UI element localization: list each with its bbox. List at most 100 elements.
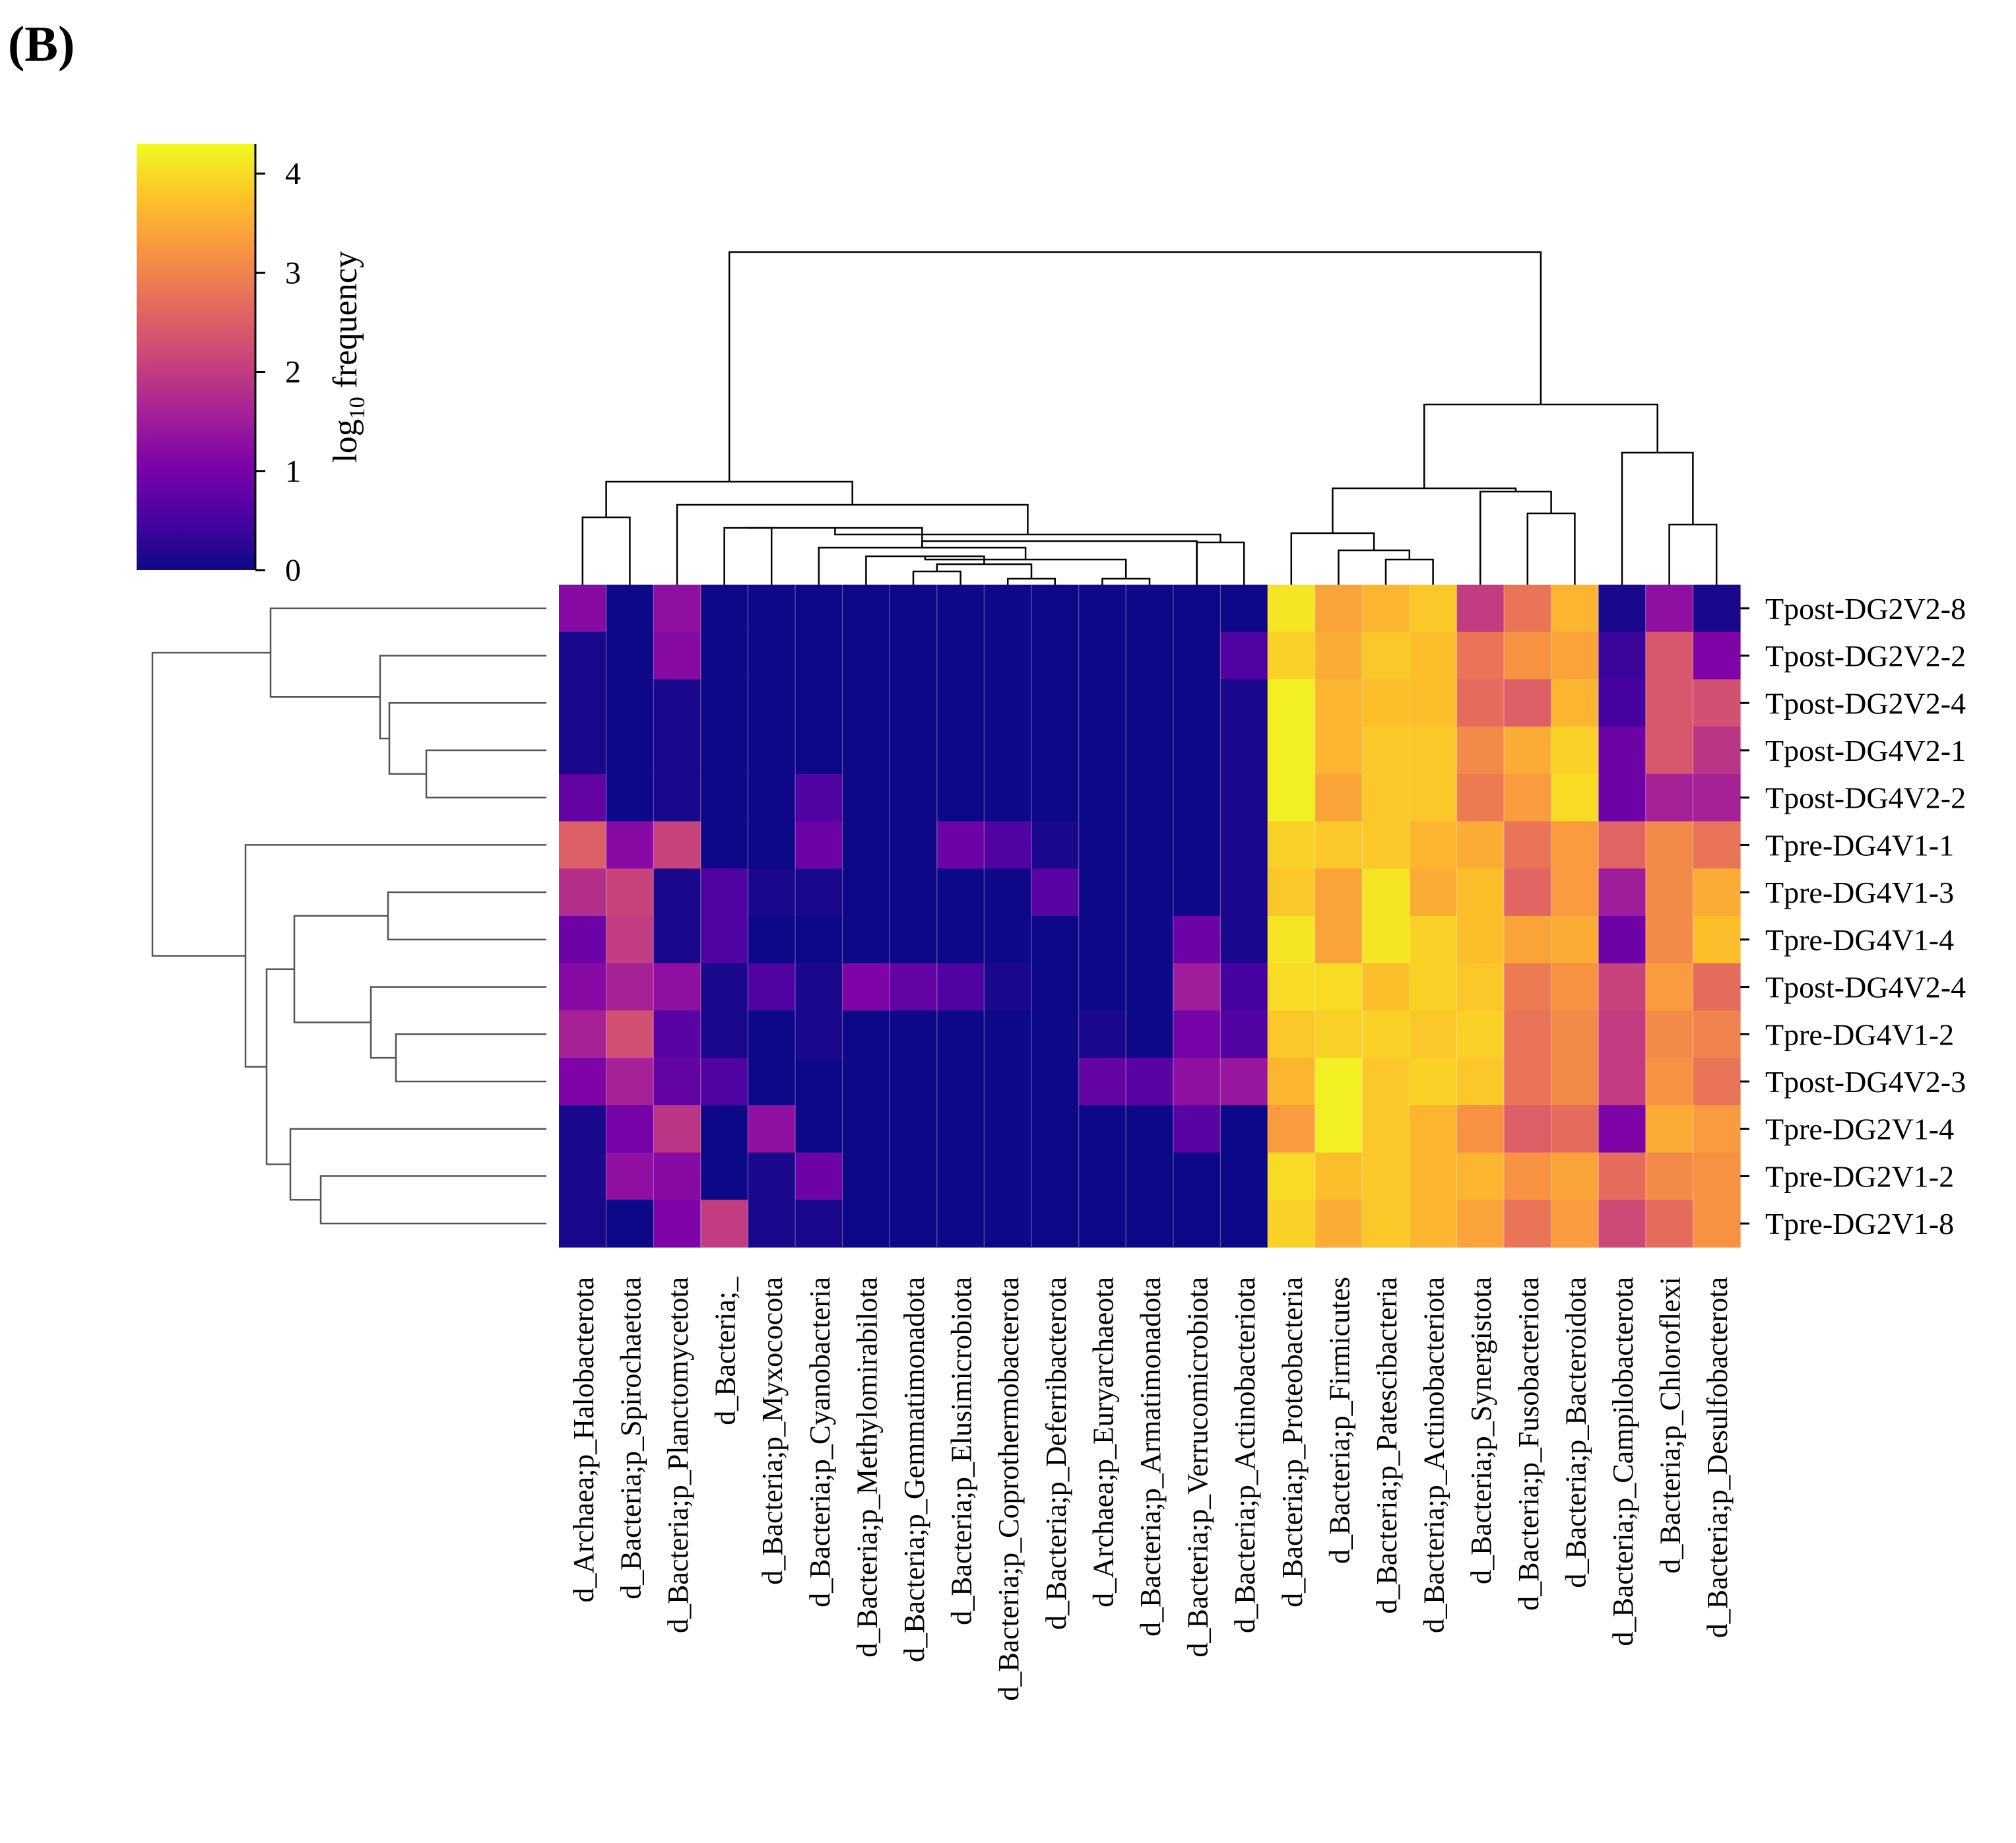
heatmap-cell [984,1152,1032,1200]
dendrogram-link [289,1128,546,1201]
heatmap-cell [700,585,748,633]
heatmap-cell [748,1105,796,1153]
colorbar-label-main: log [327,419,364,463]
heatmap-cell [1504,821,1552,869]
dendrogram-link [912,570,961,585]
heatmap-cell [653,1105,701,1153]
heatmap-cell [936,727,985,775]
heatmap-cell [795,585,843,633]
heatmap-cell [1220,1152,1268,1200]
heatmap-cell [1645,1105,1693,1153]
column-dendrogram [581,251,1718,585]
heatmap-cell [795,631,843,680]
colorbar-tick-label-3: 3 [285,255,301,290]
dendrogram-link [370,986,546,1059]
dendrogram-link [387,891,546,941]
colorbar-scale [137,144,255,570]
heatmap-cell [984,821,1032,869]
heatmap-cell [559,1010,607,1058]
heatmap-cell [936,585,985,633]
heatmap-cell [936,963,985,1012]
heatmap-cell [795,821,843,869]
heatmap-cell [653,585,701,633]
heatmap-cell [1315,679,1363,727]
colorbar-tick-label-1: 1 [285,454,301,489]
heatmap-cell [1268,916,1316,964]
heatmap-cell [1456,1058,1505,1106]
row-label: Tpre-DG4V1-2 [1765,1018,1954,1051]
row-label: Tpre-DG2V1-2 [1765,1159,1954,1193]
heatmap-cell [1456,963,1505,1012]
heatmap-cell [1268,773,1316,822]
heatmap-cell [700,773,748,822]
heatmap-cell [1078,773,1126,822]
column-label: d_Bacteria;p_Spirochaetota [614,1277,647,1600]
row-label: Tpost-DG2V2-2 [1765,639,1966,673]
heatmap-cell [936,821,985,869]
dendrogram-link [293,915,388,1023]
heatmap-cell [1078,631,1126,680]
heatmap-cell [842,585,890,633]
heatmap-cell [842,679,890,727]
dendrogram-link [1526,512,1576,585]
heatmap-cell [1078,868,1126,917]
heatmap-cell [842,868,890,917]
heatmap-cell [606,1200,654,1248]
heatmap-cell [1031,1152,1080,1200]
heatmap-cell [890,1200,938,1248]
heatmap-cell [1078,1058,1126,1106]
heatmap-cell [1126,1010,1174,1058]
heatmap-cell [1504,631,1552,680]
heatmap-cell [1031,631,1080,680]
heatmap-cell [653,868,701,917]
heatmap-cell [748,1152,796,1200]
heatmap-cell [1220,679,1268,727]
dendrogram-link [748,527,923,548]
heatmap-cell [842,1200,890,1248]
heatmap-cell [748,1010,796,1058]
colorbar-label: log10 frequency [327,251,370,463]
heatmap-cell [1693,1105,1741,1153]
heatmap-cell [1598,727,1646,775]
heatmap-cell [1220,727,1268,775]
heatmap-cell [1504,1058,1552,1106]
heatmap-cell [842,1010,890,1058]
column-label: d_Bacteria;p_Bacteroidota [1559,1277,1592,1588]
heatmap-cell [1693,585,1741,633]
heatmap-cell [606,679,654,727]
heatmap-cell [1456,1010,1505,1058]
heatmap-cell [842,1105,890,1153]
heatmap-cell [1126,631,1174,680]
heatmap-cell [1409,585,1457,633]
heatmap-cell [1693,963,1741,1012]
heatmap-cell [606,727,654,775]
heatmap-cell [1504,868,1552,917]
heatmap-cell [1645,1200,1693,1248]
heatmap-cell [1173,585,1221,633]
heatmap-cell [1220,773,1268,822]
heatmap-cell [795,1010,843,1058]
heatmap-cell [890,963,938,1012]
heatmap-cell [1315,1010,1363,1058]
heatmap-cell [795,868,843,917]
heatmap-cell [1220,868,1268,917]
heatmap-cell [1456,868,1505,917]
heatmap-cell [606,773,654,822]
heatmap-cell [1173,1058,1221,1106]
heatmap-cell [1362,1105,1410,1153]
heatmap-cell [1315,1105,1363,1153]
heatmap-cell [700,1010,748,1058]
heatmap-cell [795,1152,843,1200]
heatmap-cell [1362,916,1410,964]
heatmap-cell [1693,1058,1741,1106]
heatmap-cell [795,679,843,727]
dendrogram-link [1668,523,1718,585]
heatmap-cell [700,916,748,964]
heatmap-cell [1645,916,1693,964]
heatmap-cell [795,773,843,822]
heatmap-cell [559,773,607,822]
heatmap-cell [1456,821,1505,869]
heatmap-cell [1598,821,1646,869]
heatmap-cell [1362,727,1410,775]
